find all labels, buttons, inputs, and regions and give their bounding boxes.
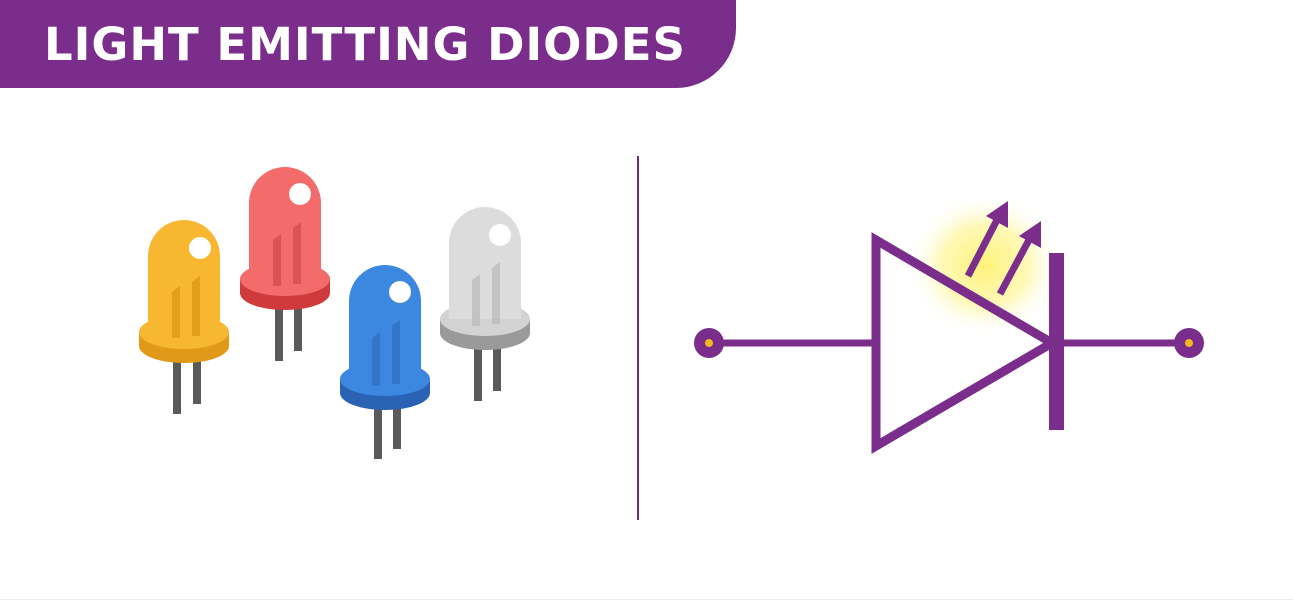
page-title: LIGHT EMITTING DIODES <box>44 18 686 71</box>
led-blue-icon <box>340 265 430 459</box>
led-schematic-symbol-icon <box>694 193 1204 454</box>
led-white-icon <box>440 207 530 401</box>
title-banner: LIGHT EMITTING DIODES <box>0 0 736 88</box>
led-yellow-icon <box>139 220 229 414</box>
bottom-rule <box>0 599 1293 600</box>
led-red-icon <box>240 167 330 361</box>
center-divider <box>637 156 639 520</box>
